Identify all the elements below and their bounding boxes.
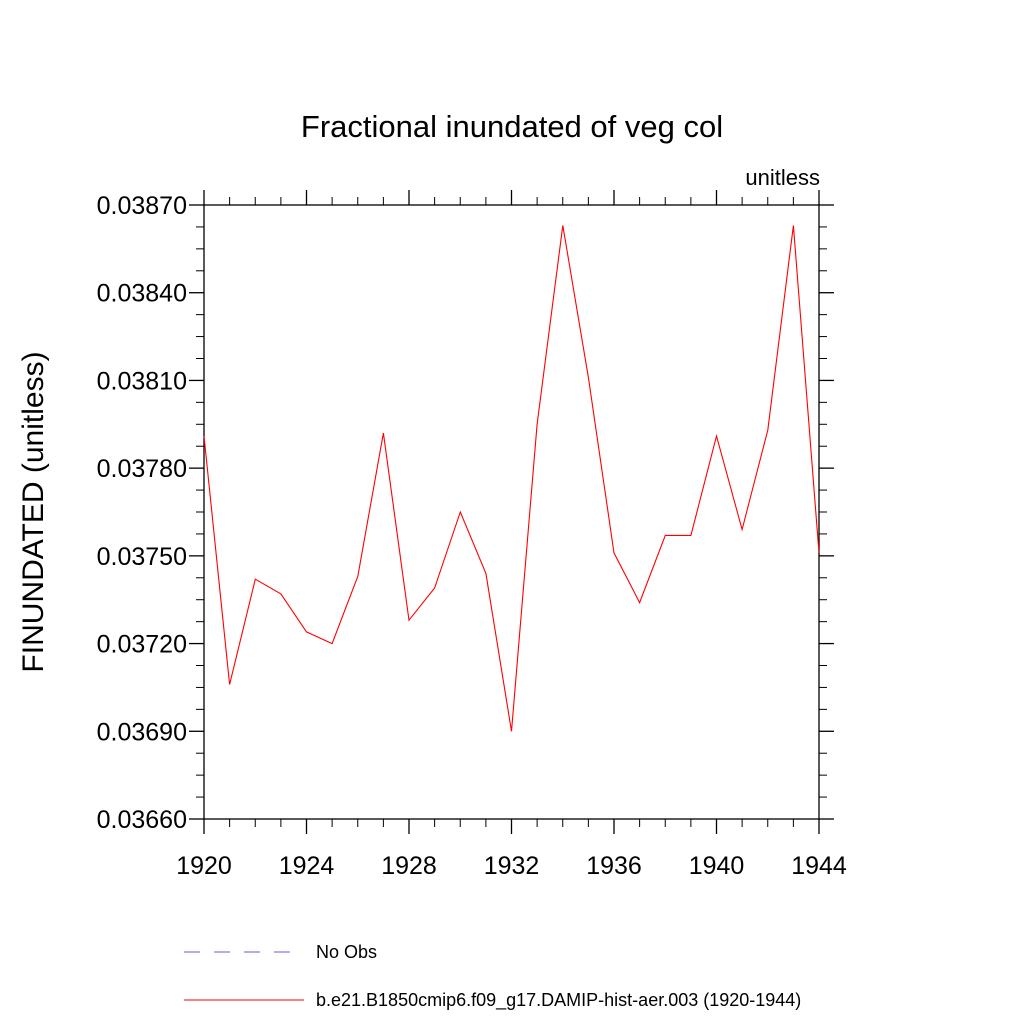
y-tick-label: 0.03720 <box>97 631 187 659</box>
y-tick-label: 0.03840 <box>97 280 187 308</box>
legend-label-model-run: b.e21.B1850cmip6.f09_g17.DAMIP-hist-aer.… <box>316 990 801 1011</box>
y-tick-label: 0.03690 <box>97 718 187 746</box>
series-line <box>203 225 820 732</box>
major-ticks <box>189 190 834 834</box>
x-tick-label: 1924 <box>279 852 335 880</box>
y-axis-label: FINUNDATED (unitless) <box>17 351 50 672</box>
chart-title: Fractional inundated of veg col <box>301 109 723 144</box>
y-tick-label: 0.03780 <box>97 455 187 483</box>
x-tick-label: 1940 <box>689 852 745 880</box>
units-label: unitless <box>745 165 820 190</box>
x-tick-label: 1936 <box>586 852 642 880</box>
y-tick-label: 0.03870 <box>97 192 187 220</box>
series-layer <box>203 225 820 732</box>
y-tick-label: 0.03660 <box>97 806 187 834</box>
y-tick-labels: 0.03660 0.03690 0.03720 0.03750 0.03780 0.038… <box>97 192 187 834</box>
minor-ticks <box>196 197 827 827</box>
y-tick-label: 0.03810 <box>97 367 187 395</box>
x-tick-label: 1932 <box>484 852 540 880</box>
x-tick-label: 1928 <box>381 852 437 880</box>
x-tick-labels: 1920 1924 1928 1932 1936 1940 1944 <box>176 852 847 880</box>
x-tick-label: 1944 <box>791 852 847 880</box>
x-tick-label: 1920 <box>176 852 232 880</box>
y-tick-label: 0.03750 <box>97 543 187 571</box>
legend: No Obs b.e21.B1850cmip6.f09_g17.DAMIP-hi… <box>184 942 801 1011</box>
legend-label-no-obs: No Obs <box>316 942 377 962</box>
